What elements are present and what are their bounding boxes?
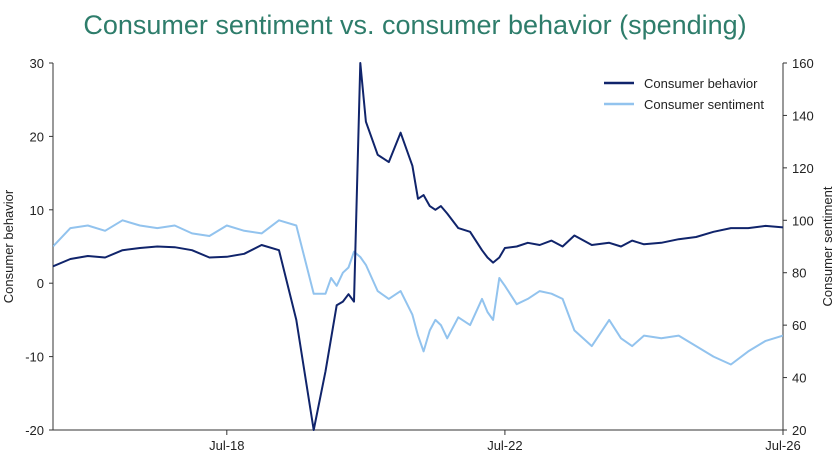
consumer-sentiment-line bbox=[53, 219, 783, 366]
series-lines bbox=[53, 62, 783, 431]
consumer-behavior-line bbox=[53, 62, 783, 431]
y-right-tick-label: 160 bbox=[792, 56, 814, 71]
y-right-tick-label: 100 bbox=[792, 213, 814, 228]
x-tick-label: Jul-22 bbox=[487, 438, 522, 453]
y-left-tick-label: 20 bbox=[30, 129, 44, 144]
chart-title: Consumer sentiment vs. consumer behavior… bbox=[83, 10, 747, 40]
y-left-axis-title: Consumer behavior bbox=[1, 189, 16, 303]
y-right-tick-label: 60 bbox=[792, 318, 806, 333]
x-tick-label: Jul-18 bbox=[209, 438, 244, 453]
y-right-tick-label: 80 bbox=[792, 266, 806, 281]
legend-label-behavior: Consumer behavior bbox=[644, 76, 758, 91]
legend: Consumer behavior Consumer sentiment bbox=[604, 76, 764, 112]
y-right-tick-label: 140 bbox=[792, 108, 814, 123]
axes: Consumer behavior Consumer sentiment bbox=[1, 63, 835, 431]
y-left-tick-label: 30 bbox=[30, 56, 44, 71]
y-left-tick-label: -20 bbox=[25, 423, 44, 438]
y-right-tick-label: 20 bbox=[792, 423, 806, 438]
y-right-tick-label: 120 bbox=[792, 161, 814, 176]
y-left-tick-label: 0 bbox=[37, 276, 44, 291]
y-left-tick-label: -10 bbox=[25, 350, 44, 365]
y-right-axis-title: Consumer sentiment bbox=[820, 186, 835, 306]
y-right-tick-label: 40 bbox=[792, 371, 806, 386]
y-left-tick-label: 10 bbox=[30, 203, 44, 218]
legend-label-sentiment: Consumer sentiment bbox=[644, 97, 764, 112]
x-tick-label: Jul-26 bbox=[765, 438, 800, 453]
